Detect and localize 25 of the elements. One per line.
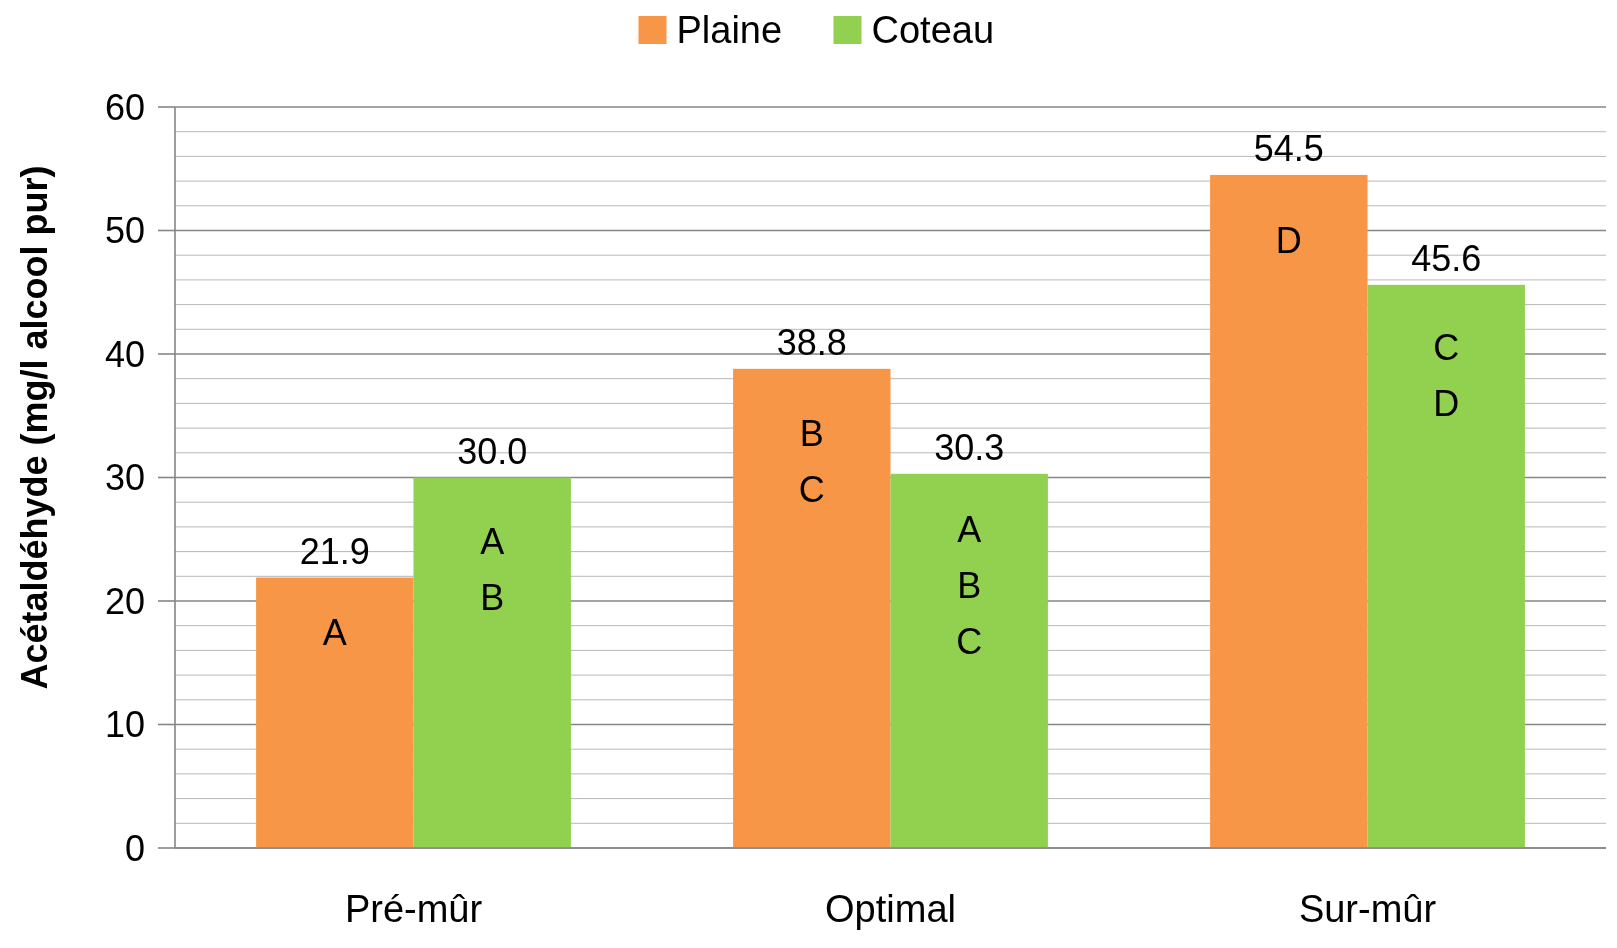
y-axis-title: Acétaldéhyde (mg/l alcool pur)	[14, 165, 55, 690]
x-tick-label: Optimal	[825, 888, 956, 930]
x-tick-label: Sur-mûr	[1298, 888, 1437, 930]
annotation: D	[1275, 219, 1302, 261]
text: 38.8	[776, 321, 847, 363]
y-tick-label: 20	[104, 580, 145, 622]
y-tick-label: 50	[104, 210, 145, 251]
y-tick-label: 30	[104, 457, 145, 498]
text: 21.9	[299, 530, 370, 572]
annotation: A B	[480, 520, 505, 618]
y-tick-label: 0	[124, 827, 145, 869]
annotation: A B C	[956, 508, 983, 662]
y-tick-label: 40	[104, 333, 145, 375]
y-tick-label: 10	[104, 704, 145, 745]
x-tick-label: Pré-mûr	[344, 888, 483, 930]
legend-label: Plaine	[676, 9, 783, 51]
legend-label: Coteau	[871, 9, 995, 51]
y-tick-label: 60	[104, 86, 145, 128]
text: 45.6	[1411, 237, 1482, 279]
annotation: C D	[1433, 326, 1460, 424]
text: 30.3	[934, 426, 1005, 468]
annotation: A	[322, 611, 347, 653]
annotation: B C	[798, 412, 825, 510]
text: 30.0	[457, 430, 528, 472]
text: 54.5	[1253, 127, 1324, 169]
